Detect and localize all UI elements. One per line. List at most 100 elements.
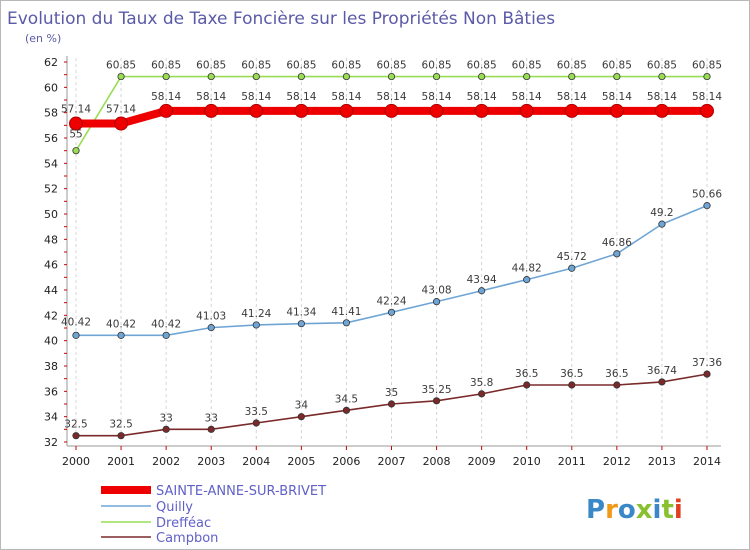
- series-quilly-point: [703, 202, 711, 210]
- series-dreff-ac-point: [432, 72, 441, 81]
- series-campbon-point: [613, 381, 621, 389]
- series-sainte-anne-sur-brivet-point: [700, 103, 714, 118]
- series-sainte-anne-sur-brivet-point: [294, 103, 309, 118]
- series-campbon-point: [703, 370, 711, 378]
- series-sainte-anne-sur-brivet-label: 58.14: [151, 91, 181, 103]
- series-quilly-label: 41.24: [241, 308, 271, 320]
- series-sainte-anne-sur-brivet-point: [609, 103, 624, 118]
- series-campbon-label: 35: [385, 387, 398, 399]
- series-quilly-point: [162, 331, 170, 339]
- x-tick-label: 2004: [242, 455, 270, 468]
- series-campbon-point: [523, 381, 531, 389]
- y-tick-label: 52: [44, 183, 58, 196]
- series-quilly-point: [568, 264, 576, 272]
- proxiti-logo-letter: x: [636, 495, 653, 525]
- y-tick-label: 58: [44, 107, 58, 120]
- y-tick-label: 54: [44, 157, 58, 170]
- axes: 32 34 36 38 40 42 44 46 48 50 52 54 56 58 60 62 2000 2001…: [44, 56, 721, 468]
- series-sainte-anne-sur-brivet-label: 58.14: [692, 91, 722, 103]
- series-campbon-label: 35.25: [422, 384, 452, 396]
- series-sainte-anne-sur-brivet-label: 58.14: [557, 91, 587, 103]
- series-dreff-ac-point: [297, 72, 305, 81]
- series-campbon-point: [432, 397, 441, 405]
- proxiti-logo: Proxiti: [586, 495, 683, 525]
- series-sainte-anne-sur-brivet-label: 58.14: [376, 91, 406, 103]
- series-dreff-ac-point: [523, 72, 531, 81]
- series-dreff-ac-label: 60.85: [151, 60, 181, 72]
- y-tick-label: 32: [44, 436, 58, 449]
- series-sainte-anne-sur-brivet-point: [519, 103, 534, 118]
- y-tick-label: 40: [44, 335, 58, 348]
- series-sainte-anne-sur-brivet-label: 58.14: [647, 91, 677, 103]
- series-sainte-anne-sur-brivet-label: 58.14: [602, 91, 632, 103]
- x-tick-label: 2014: [693, 455, 721, 468]
- series-dreff-ac-point: [252, 72, 260, 81]
- series-quilly-point: [72, 331, 80, 339]
- series-sainte-anne-sur-brivet-point: [339, 103, 354, 118]
- series-dreff-ac-point: [342, 72, 351, 81]
- series-dreff-ac-label: 60.85: [286, 60, 316, 72]
- series-quilly-label: 40.42: [106, 318, 136, 330]
- x-tick-label: 2008: [423, 455, 451, 468]
- y-tick-label: 38: [44, 360, 58, 373]
- series-campbon-point: [342, 406, 351, 414]
- legend-quilly-label: Quilly: [156, 500, 193, 515]
- series-dreff-ac-point: [478, 72, 486, 81]
- series-campbon-label: 36.5: [515, 368, 538, 380]
- series-dreff-ac-point: [162, 72, 170, 81]
- series-sainte-anne-sur-brivet-point: [384, 103, 399, 118]
- series-campbon-point: [568, 381, 576, 389]
- series-group: [69, 72, 714, 440]
- series-dreff-ac-point: [568, 72, 576, 81]
- series-campbon-point: [117, 432, 125, 440]
- grid: [75, 58, 708, 442]
- series-dreff-ac-point: [703, 72, 711, 81]
- series-campbon-point: [252, 419, 260, 427]
- series-sainte-anne-sur-brivet-label: 58.14: [196, 91, 226, 103]
- proxiti-logo-letter: i: [674, 495, 683, 525]
- y-tick-label: 48: [44, 233, 58, 246]
- series-sainte-anne-sur-brivet-point: [249, 103, 264, 118]
- series-sainte-anne-sur-brivet-label: 58.14: [286, 91, 316, 103]
- series-quilly-label: 49.2: [650, 207, 673, 219]
- series-quilly-point: [478, 287, 486, 295]
- series-quilly-label: 41.03: [196, 311, 226, 323]
- series-quilly-point: [432, 298, 441, 306]
- series-quilly-label: 41.41: [331, 306, 361, 318]
- x-tick-label: 2002: [152, 455, 180, 468]
- data-labels: 57.14 57.14 58.14 58.14 58.14 58.14 58.14 58.14…: [61, 60, 722, 431]
- series-quilly-point: [297, 320, 305, 328]
- y-tick-label: 60: [44, 81, 58, 94]
- series-dreff-ac-label: 60.85: [512, 60, 542, 72]
- series-quilly-point: [523, 276, 531, 284]
- series-dreff-ac-label: 60.85: [692, 60, 722, 72]
- series-campbon-label: 36.5: [560, 368, 583, 380]
- series-dreff-ac-label: 60.85: [467, 60, 497, 72]
- series-campbon-label: 33: [159, 412, 172, 424]
- series-quilly-label: 43.94: [467, 274, 497, 286]
- proxiti-logo-letter: r: [605, 495, 618, 525]
- x-tick-label: 2007: [378, 455, 406, 468]
- series-dreff-ac-point: [72, 147, 80, 155]
- series-campbon-label: 37.36: [692, 357, 722, 369]
- y-tick-label: 44: [44, 284, 58, 297]
- series-campbon-point: [162, 425, 170, 433]
- series-dreff-ac-label: 60.85: [376, 60, 406, 72]
- series-sainte-anne-sur-brivet-point: [429, 103, 444, 118]
- series-campbon-label: 32.5: [64, 419, 87, 431]
- x-tick-label: 2009: [468, 455, 496, 468]
- series-sainte-anne-sur-brivet-point: [69, 116, 83, 131]
- series-quilly-label: 42.24: [376, 295, 406, 307]
- series-quilly-point: [387, 308, 396, 316]
- x-tick-label: 2003: [197, 455, 225, 468]
- proxiti-logo-letter: i: [653, 495, 662, 525]
- series-campbon-point: [207, 425, 215, 433]
- x-tick-label: 2001: [107, 455, 135, 468]
- series-dreff-ac-point: [658, 72, 666, 81]
- series-quilly-label: 44.82: [512, 263, 542, 275]
- series-campbon-point: [658, 378, 666, 386]
- series-campbon-label: 35.8: [470, 377, 493, 389]
- series-dreff-ac-label: 55: [69, 129, 82, 141]
